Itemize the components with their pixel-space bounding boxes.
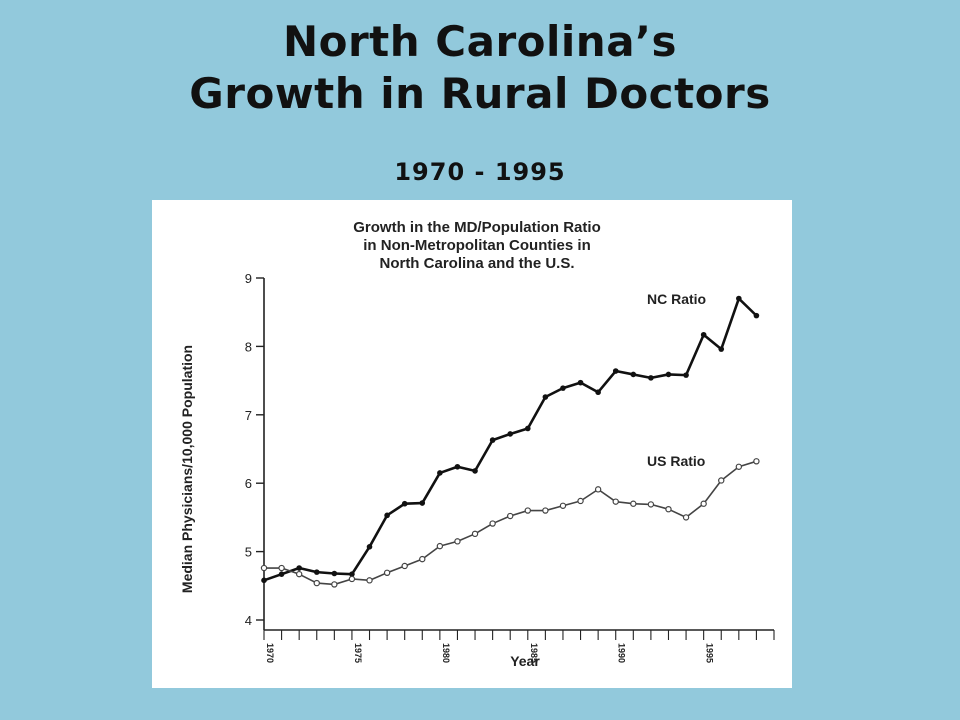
data-point — [454, 463, 461, 470]
data-point — [753, 458, 760, 465]
data-point — [331, 570, 338, 577]
series-nc-ratio — [261, 295, 760, 584]
data-point — [577, 497, 584, 505]
data-point — [471, 530, 479, 538]
data-point — [559, 502, 567, 509]
data-point — [524, 425, 531, 432]
x-tick-label: 1990 — [617, 643, 627, 663]
data-point — [454, 538, 461, 545]
data-point — [700, 500, 707, 507]
data-point — [630, 500, 637, 507]
y-tick-label: 7 — [245, 408, 252, 423]
data-point — [401, 562, 408, 570]
data-point — [419, 500, 426, 506]
y-tick-label: 8 — [245, 339, 252, 354]
data-point — [542, 507, 549, 514]
x-tick-label: 1970 — [265, 643, 275, 663]
data-point — [735, 463, 743, 470]
x-axis-label: Year — [510, 653, 540, 669]
series-us-ratio — [260, 458, 760, 588]
data-point — [436, 542, 444, 550]
chart-title-line: in Non-Metropolitan Counties in — [363, 237, 590, 254]
data-point — [296, 565, 302, 571]
data-point — [260, 564, 268, 572]
slide-subtitle: 1970 - 1995 — [394, 158, 566, 186]
data-point — [349, 571, 355, 577]
data-point — [489, 437, 496, 443]
data-point — [489, 520, 496, 527]
data-point — [736, 295, 742, 302]
data-point — [348, 575, 356, 583]
data-point — [612, 368, 619, 374]
data-point — [278, 564, 285, 572]
data-point — [313, 579, 320, 587]
data-point — [594, 486, 602, 493]
data-point — [648, 375, 654, 381]
chart-panel: Growth in the MD/Population Ratio in Non-… — [152, 200, 792, 688]
data-point — [542, 394, 549, 400]
series-label: NC Ratio — [647, 291, 706, 307]
series-label: US Ratio — [647, 453, 705, 469]
labels-layer: NC Ratio US Ratio — [647, 291, 706, 469]
chart-title-line: North Carolina and the U.S. — [379, 255, 574, 272]
data-point — [718, 346, 725, 352]
data-point — [472, 468, 478, 474]
x-tick-label: 1980 — [441, 643, 451, 663]
y-tick-label: 5 — [245, 545, 252, 560]
slide-title-line2: Growth in Rural Doctors — [189, 69, 771, 118]
data-point — [507, 431, 514, 437]
x-tick-label: 1975 — [353, 643, 363, 663]
series-layer — [260, 295, 760, 588]
data-point — [682, 514, 690, 521]
chart-title-line: Growth in the MD/Population Ratio — [353, 219, 600, 236]
x-tick-label: 1995 — [705, 643, 715, 663]
data-point — [753, 312, 760, 319]
data-point — [383, 569, 391, 577]
data-point — [401, 500, 408, 507]
data-point — [295, 570, 303, 578]
data-point — [630, 371, 637, 378]
y-axis-label: Median Physicians/10,000 Population — [179, 345, 195, 593]
data-point — [366, 544, 373, 550]
data-point — [718, 477, 725, 484]
data-point — [331, 581, 338, 588]
slide-title-line1: North Carolina’s — [282, 17, 678, 66]
slide-title: North Carolina’s Growth in Rural Doctors — [0, 16, 960, 120]
data-point — [665, 371, 672, 378]
y-tick-label: 9 — [245, 271, 252, 286]
data-point — [577, 379, 584, 386]
data-point — [366, 577, 373, 584]
data-point — [419, 555, 426, 563]
chart-axes: 4 5 6 7 8 9 1970 1975 1980 1985 1990 1995 Year Median… — [179, 271, 775, 669]
data-point — [612, 498, 619, 505]
x-tick-label: 1985 — [529, 643, 539, 663]
y-tick-label: 4 — [245, 613, 252, 628]
data-point — [524, 507, 531, 514]
data-point — [683, 372, 689, 378]
series-line — [263, 297, 758, 582]
y-tick-label: 6 — [245, 476, 252, 491]
data-point — [261, 577, 267, 584]
data-point — [278, 571, 285, 577]
data-point — [437, 470, 443, 476]
data-point — [313, 569, 320, 575]
data-point — [560, 385, 566, 391]
data-point — [507, 512, 514, 520]
data-point — [384, 512, 390, 519]
series-line — [264, 460, 757, 586]
data-point — [595, 389, 601, 396]
data-point — [665, 505, 672, 513]
data-point — [700, 331, 707, 338]
data-point — [647, 501, 655, 508]
